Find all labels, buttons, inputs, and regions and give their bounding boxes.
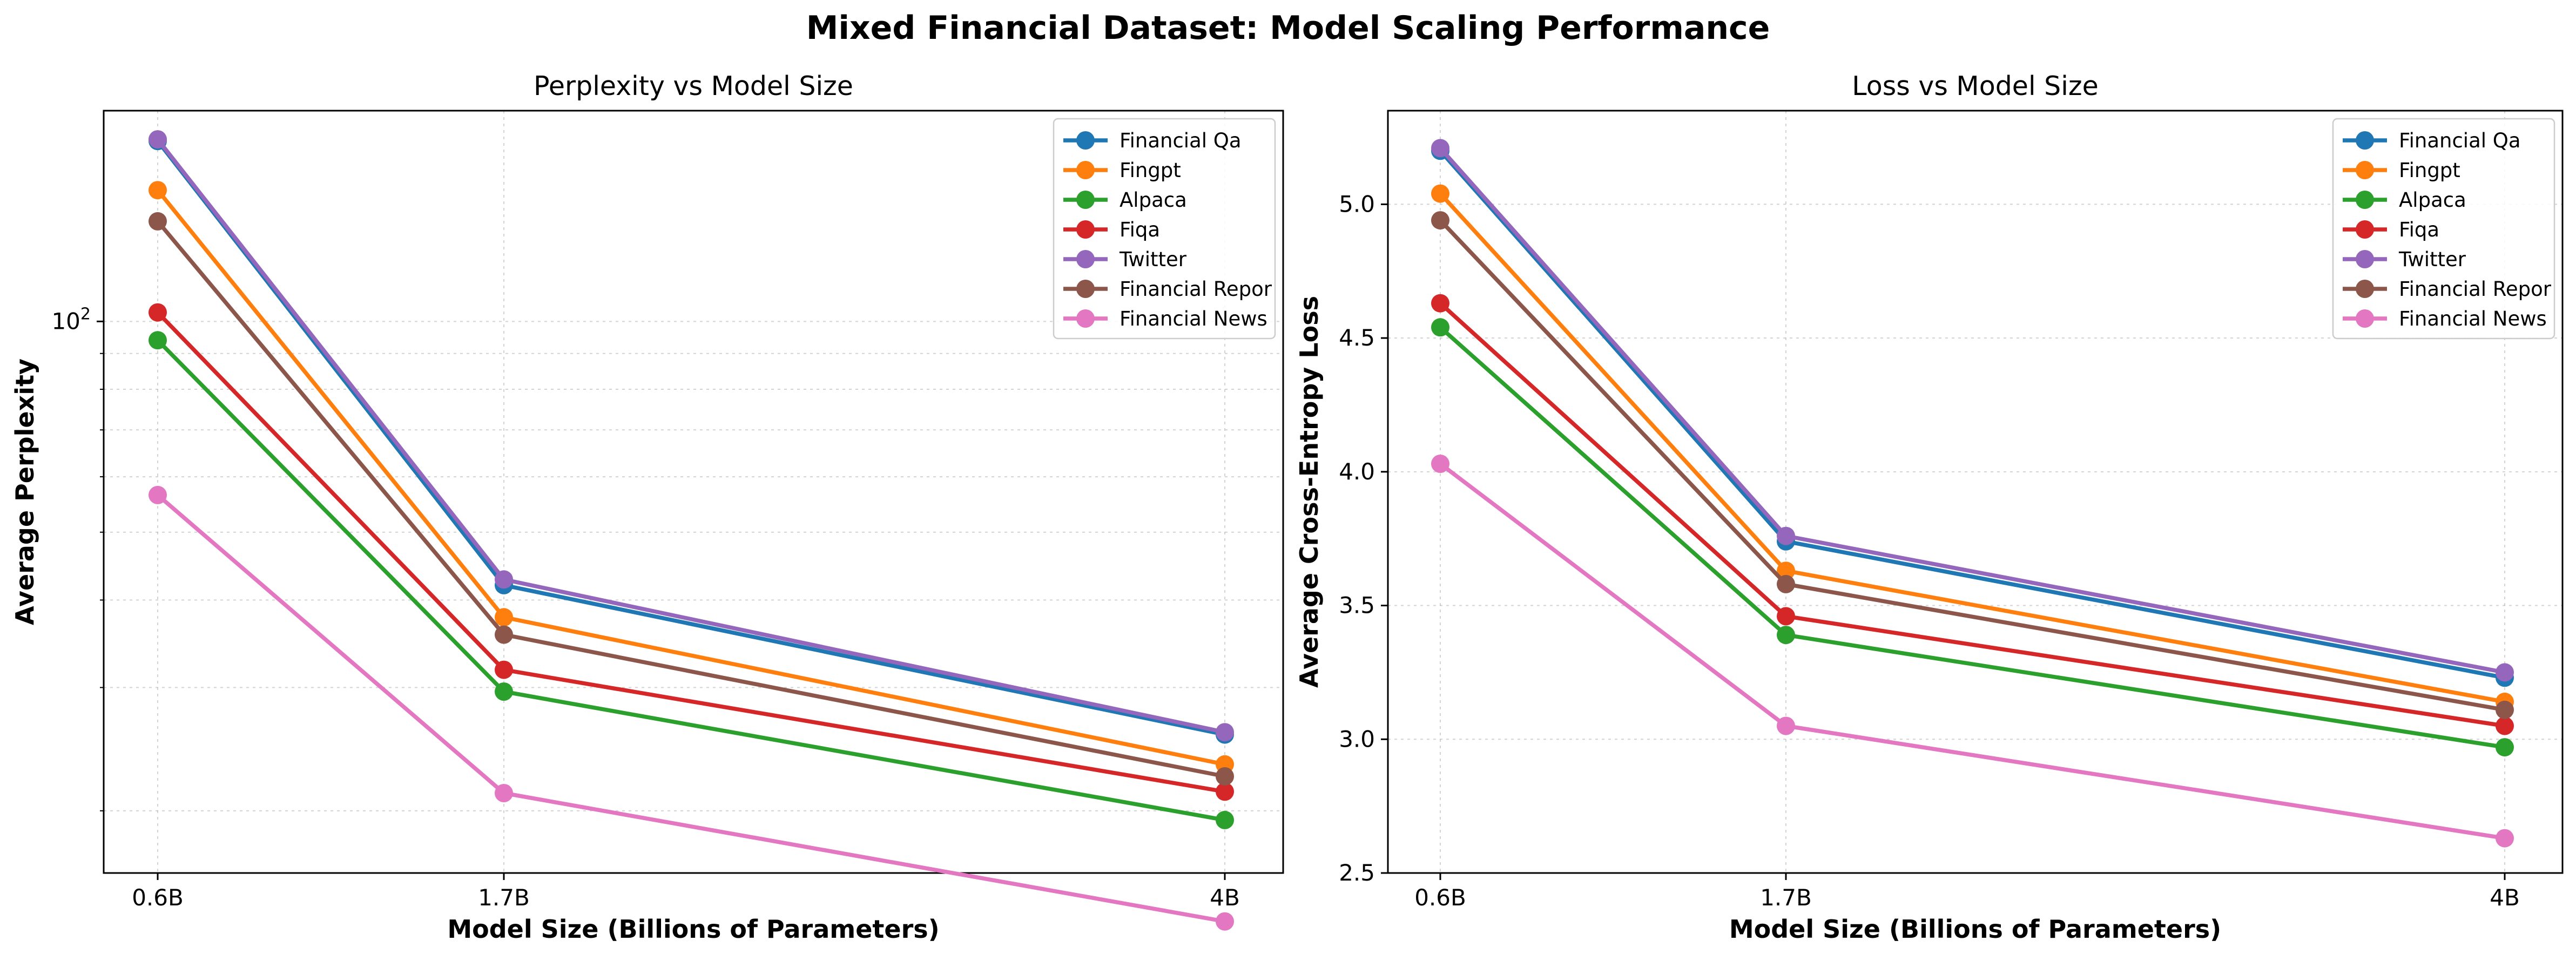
legend-marker (2356, 250, 2374, 268)
x-tick-label: 4B (2490, 884, 2520, 911)
perplexity-chart: 0.6B 1.7B 4B 102 Perplexity vs Model Size Mod… (10, 71, 1284, 944)
data-point-financial-repor (1777, 574, 1795, 593)
y-tick-label: 5.0 (1339, 191, 1375, 217)
legend-label: Fingpt (2399, 159, 2460, 182)
data-point-fiqa (495, 660, 513, 679)
legend-label: Financial Qa (1120, 129, 1242, 152)
chart-title: Perplexity vs Model Size (534, 71, 853, 101)
legend-marker (1076, 191, 1095, 209)
data-point-fingpt (1431, 184, 1449, 203)
legend-label: Financial News (2399, 307, 2547, 330)
legend-label: Alpaca (1120, 188, 1187, 212)
data-point-financial-repor (1431, 211, 1449, 230)
data-point-fiqa (1431, 294, 1449, 313)
data-point-alpaca (1431, 318, 1449, 337)
legend-label: Financial Repor (2399, 278, 2552, 301)
x-tick-label: 4B (1210, 884, 1240, 911)
legend-label: Fiqa (1120, 218, 1160, 241)
data-point-alpaca (1216, 810, 1234, 829)
legend-marker (1076, 280, 1095, 298)
y-axis-label: Average Cross-Entropy Loss (1294, 296, 1324, 688)
legend-marker (2356, 309, 2374, 328)
data-point-fingpt (495, 608, 513, 627)
data-point-alpaca (495, 682, 513, 701)
data-point-financial-repor (149, 212, 167, 231)
legend-box (1053, 118, 1276, 340)
data-point-twitter (149, 130, 167, 149)
legend-marker (1076, 309, 1095, 328)
series-line-financial-news (156, 493, 1225, 924)
legend-label: Financial Repor (1120, 278, 1272, 301)
data-point-financial-news (1431, 455, 1449, 473)
x-axis-label: Model Size (Billions of Parameters) (1729, 915, 2221, 944)
legend-marker (1076, 161, 1095, 179)
data-point-alpaca (2496, 738, 2514, 757)
legend-marker (1076, 250, 1095, 268)
legend-marker (2356, 220, 2374, 239)
y-tick-label: 4.0 (1339, 458, 1375, 485)
legend-marker (1076, 131, 1095, 150)
y-tick-label: 102 (51, 304, 91, 334)
data-point-fiqa (149, 303, 167, 322)
data-point-fiqa (1216, 782, 1234, 801)
legend-box (2332, 118, 2555, 340)
legend-marker (2356, 280, 2374, 298)
data-point-twitter (1431, 139, 1449, 158)
y-tick-label: 3.0 (1339, 726, 1375, 752)
data-point-twitter (495, 570, 513, 589)
legend-label: Fingpt (1120, 159, 1181, 182)
legend-marker (1076, 220, 1095, 239)
data-point-twitter (1777, 526, 1795, 545)
legend-label: Alpaca (2399, 188, 2466, 212)
data-point-alpaca (1777, 626, 1795, 645)
data-point-financial-news (2496, 829, 2514, 848)
series-line-fiqa (156, 311, 1225, 794)
series-line-financial-news (1439, 462, 2505, 841)
data-point-financial-news (1777, 716, 1795, 735)
data-point-alpaca (149, 331, 167, 350)
loss-chart: 0.6B 1.7B 4B 2.5 3.0 3.5 4.0 4.5 5.0 Loss vs Mode… (1294, 71, 2564, 944)
legend-label: Financial News (1120, 307, 1267, 330)
x-tick-label: 1.7B (1760, 884, 1812, 911)
x-tick-label: 0.6B (1414, 884, 1466, 911)
legend-marker (2356, 191, 2374, 209)
data-point-fiqa (2496, 716, 2514, 735)
y-tick-label: 4.5 (1339, 324, 1375, 351)
x-axis-label: Model Size (Billions of Parameters) (447, 915, 939, 944)
y-tick-label: 3.5 (1339, 592, 1375, 619)
data-point-financial-news (149, 485, 167, 504)
y-axis-label: Average Perplexity (10, 358, 39, 625)
figure-title: Mixed Financial Dataset: Model Scaling P… (806, 9, 1770, 47)
legend-marker (2356, 131, 2374, 150)
data-point-financial-news (1216, 912, 1234, 931)
data-point-financial-news (495, 784, 513, 802)
plot-frame (103, 110, 1284, 874)
y-tick-label: 2.5 (1339, 860, 1375, 886)
legend-label: Twitter (1119, 248, 1187, 271)
data-point-twitter (2496, 663, 2514, 682)
x-tick-label: 0.6B (132, 884, 184, 911)
data-point-financial-repor (495, 625, 513, 644)
legend-marker (2356, 161, 2374, 179)
data-point-twitter (1216, 723, 1234, 742)
data-point-fiqa (1777, 607, 1795, 626)
legend-label: Financial Qa (2399, 129, 2521, 152)
data-point-financial-repor (2496, 700, 2514, 719)
data-point-fingpt (1777, 561, 1795, 580)
data-point-fingpt (149, 181, 167, 200)
legend-label: Fiqa (2399, 218, 2439, 241)
data-point-financial-repor (1216, 767, 1234, 786)
chart-title: Loss vs Model Size (1852, 71, 2098, 101)
plot-frame (1387, 110, 2564, 874)
legend-label: Twitter (2398, 248, 2466, 271)
x-tick-label: 1.7B (478, 884, 530, 911)
